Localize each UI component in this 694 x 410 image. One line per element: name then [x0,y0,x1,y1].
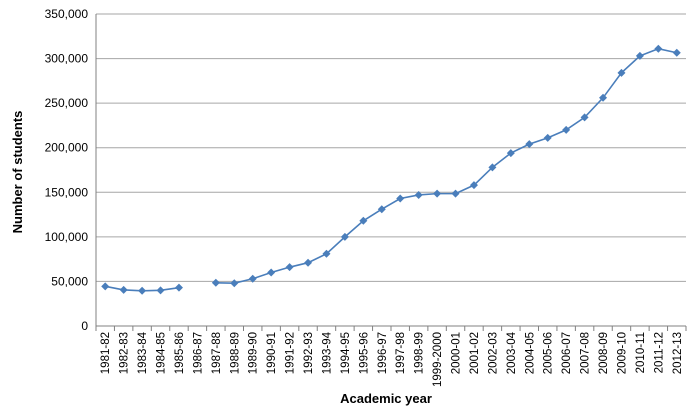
x-tick-label: 2008-09 [598,332,610,374]
data-point-marker [525,140,534,149]
data-point-marker [580,113,589,122]
data-point-marker [377,205,386,214]
x-tick-label: 1986-87 [192,332,204,374]
x-tick-label: 1996-97 [377,332,389,374]
x-tick-label: 2000-01 [451,332,463,374]
axes [95,14,687,331]
x-tick-label: 2006-07 [561,332,573,374]
x-tick-label: 1984-85 [156,332,168,374]
y-axis-title: Number of students [10,111,25,234]
data-point-marker [322,249,331,258]
x-tick-label: 1989-90 [248,332,260,374]
x-tick-label: 1981-82 [100,332,112,374]
data-point-marker [304,258,313,267]
x-tick-label: 2001-02 [469,332,481,374]
data-point-marker [359,216,368,225]
y-tick-label: 100,000 [45,230,89,244]
x-tick-label: 1995-96 [358,332,370,374]
data-point-marker [599,93,608,102]
data-series [101,44,681,295]
data-point-marker [340,232,349,241]
data-point-marker [488,163,497,172]
x-tick-label: 1994-95 [340,332,352,374]
data-point-marker [156,286,165,295]
x-tick-label: 2009-10 [616,332,628,374]
data-point-marker [635,51,644,60]
y-tick-label: 0 [81,319,88,333]
data-point-marker [617,68,626,77]
data-point-marker [562,125,571,134]
y-tick-label: 350,000 [45,7,89,21]
data-point-marker [672,48,681,57]
x-axis-ticks: 1981-82 1982-83 1983-84 1984-85 1985-86 1986-… [100,331,684,387]
data-point-marker [414,190,423,199]
data-point-marker [433,189,442,198]
data-point-marker [230,279,239,288]
data-point-marker [396,194,405,203]
x-tick-label: 1992-93 [303,332,315,374]
x-tick-label: 1998-99 [414,332,426,374]
x-tick-label: 2007-08 [580,332,592,374]
x-tick-label: 2003-04 [506,331,518,374]
data-point-marker [174,283,183,292]
series-line [215,47,677,285]
x-tick-label: 1982-83 [119,332,131,374]
data-point-marker [506,149,515,158]
x-tick-label: 1983-84 [137,331,149,374]
data-point-marker [267,268,276,277]
y-tick-label: 50,000 [51,274,88,288]
y-tick-label: 150,000 [45,185,89,199]
x-axis-title: Academic year [340,391,432,406]
data-point-marker [138,286,147,295]
data-point-marker [285,263,294,272]
x-tick-label: 2004-05 [524,332,536,374]
x-tick-label: 1988-89 [229,332,241,374]
x-tick-label: 1985-86 [174,332,186,374]
y-tick-label: 200,000 [45,141,89,155]
x-tick-label: 2011-12 [653,332,665,373]
x-tick-label: 1991-92 [285,332,297,374]
x-tick-label: 1997-98 [395,332,407,374]
data-point-marker [543,133,552,142]
gridlines [96,13,686,282]
x-tick-label: 2005-06 [543,332,555,374]
x-tick-label: 1993-94 [321,331,333,374]
x-tick-label: 1999-2000 [432,332,444,387]
x-tick-label: 2012-13 [672,332,684,374]
x-tick-label: 1987-88 [211,332,223,374]
y-axis-ticks: 0 50,000 100,000 150,000 200,000 250,000 300,0… [45,7,89,333]
data-point-marker [101,282,110,291]
data-point-marker [119,285,128,294]
y-tick-label: 300,000 [45,52,89,66]
data-point-marker [451,189,460,198]
x-tick-label: 2010-11 [635,332,647,373]
data-point-marker [248,274,257,283]
data-point-marker [654,44,663,53]
data-point-marker [469,181,478,190]
y-tick-label: 250,000 [45,96,89,110]
x-tick-label: 1990-91 [266,332,278,374]
x-tick-label: 2002-03 [487,332,499,374]
data-point-marker [211,278,220,287]
